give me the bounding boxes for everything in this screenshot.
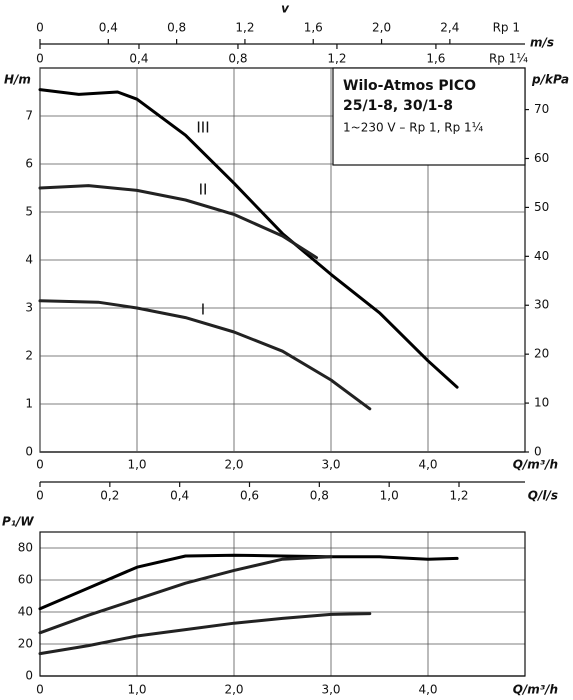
- x-tick-label: 0,2: [100, 489, 119, 503]
- axis-name: Rp 1: [493, 21, 520, 35]
- x-tick-label: 0: [36, 21, 44, 35]
- curve-label: III: [196, 119, 209, 137]
- x-tick-label: 0: [36, 683, 44, 697]
- curve: [38, 612, 372, 656]
- chart-subtitle: 25/1-8, 30/1-8: [343, 98, 453, 114]
- x-tick-label: 0,4: [99, 21, 118, 35]
- y-tick-label: 60: [18, 573, 33, 587]
- curve: [38, 555, 333, 635]
- x-axis-label: Q/m³/h: [513, 683, 558, 697]
- curve: [38, 88, 459, 389]
- y-tick-label: 70: [534, 102, 549, 116]
- x-tick-label: 0,4: [129, 52, 148, 66]
- x-tick-label: 1,6: [304, 21, 323, 35]
- chart-title: Wilo-Atmos PICO: [343, 78, 476, 94]
- v-title: v: [281, 2, 290, 16]
- x-tick-label: 1,0: [127, 458, 146, 472]
- plot-frame: [39, 531, 526, 677]
- x-tick-label: 0,8: [228, 52, 247, 66]
- x-tick-label: 3,0: [321, 458, 340, 472]
- y-tick-label: 10: [534, 396, 549, 410]
- y-axis-label: P₁/W: [2, 515, 34, 529]
- x-tick-label: 2,4: [440, 21, 459, 35]
- y-tick-label: 6: [25, 157, 33, 171]
- x-tick-label: 2,0: [224, 683, 243, 697]
- y-tick-label: 30: [534, 298, 549, 312]
- x-tick-label: 4,0: [418, 683, 437, 697]
- x-tick-label: 0,8: [167, 21, 186, 35]
- x-tick-label: 0,8: [310, 489, 329, 503]
- y-tick-label: 3: [25, 301, 33, 315]
- y-tick-label: 50: [534, 200, 549, 214]
- y-tick-label: 2: [25, 349, 33, 363]
- y-tick-label: 1: [25, 397, 33, 411]
- x-tick-label: 0: [36, 52, 44, 66]
- y-tick-label: 80: [18, 541, 33, 555]
- x-tick-label: 4,0: [418, 458, 437, 472]
- y-axis-label: H/m: [4, 73, 31, 87]
- curve: [38, 553, 459, 611]
- y-tick-label: 4: [25, 253, 33, 267]
- x-tick-label: 2,0: [372, 21, 391, 35]
- x-axis-label: Q/m³/h: [513, 458, 558, 472]
- x-tick-label: 2,0: [224, 458, 243, 472]
- y-tick-label: 0: [25, 669, 33, 683]
- x-tick-label: 0,4: [170, 489, 189, 503]
- y-tick-label: 0: [534, 445, 542, 459]
- y-tick-label: 7: [25, 109, 33, 123]
- title-box: [332, 67, 526, 166]
- y-tick-label: 40: [534, 249, 549, 263]
- curve: [38, 184, 318, 260]
- x-tick-label: 0: [36, 489, 44, 503]
- axis-unit: m/s: [530, 36, 554, 50]
- curve-label: I: [201, 301, 205, 319]
- y-tick-label: 20: [18, 637, 33, 651]
- y-tick-label: 20: [534, 347, 549, 361]
- y-tick-label: 0: [25, 445, 33, 459]
- x-tick-label: 0,6: [240, 489, 259, 503]
- x-tick-label: 0: [36, 458, 44, 472]
- axis-name: Rp 1¼: [489, 52, 528, 66]
- x-tick-label: 1,2: [235, 21, 254, 35]
- x-tick-label: 1,0: [127, 683, 146, 697]
- y-tick-label: 5: [25, 205, 33, 219]
- x-tick-label: 1,6: [426, 52, 445, 66]
- annotation: 1~230 V – Rp 1, Rp 1¼: [343, 121, 484, 135]
- x-tick-label: 1,2: [449, 489, 468, 503]
- x-tick-label: 3,0: [321, 683, 340, 697]
- x-tick-label: 1,2: [327, 52, 346, 66]
- x2-axis-label: Q/l/s: [528, 489, 558, 503]
- y-tick-label: 60: [534, 151, 549, 165]
- y2-axis-label: p/kPa: [531, 73, 569, 87]
- x-tick-label: 1,0: [380, 489, 399, 503]
- curve-label: II: [199, 181, 208, 199]
- y-tick-label: 40: [18, 605, 33, 619]
- curve: [38, 299, 372, 411]
